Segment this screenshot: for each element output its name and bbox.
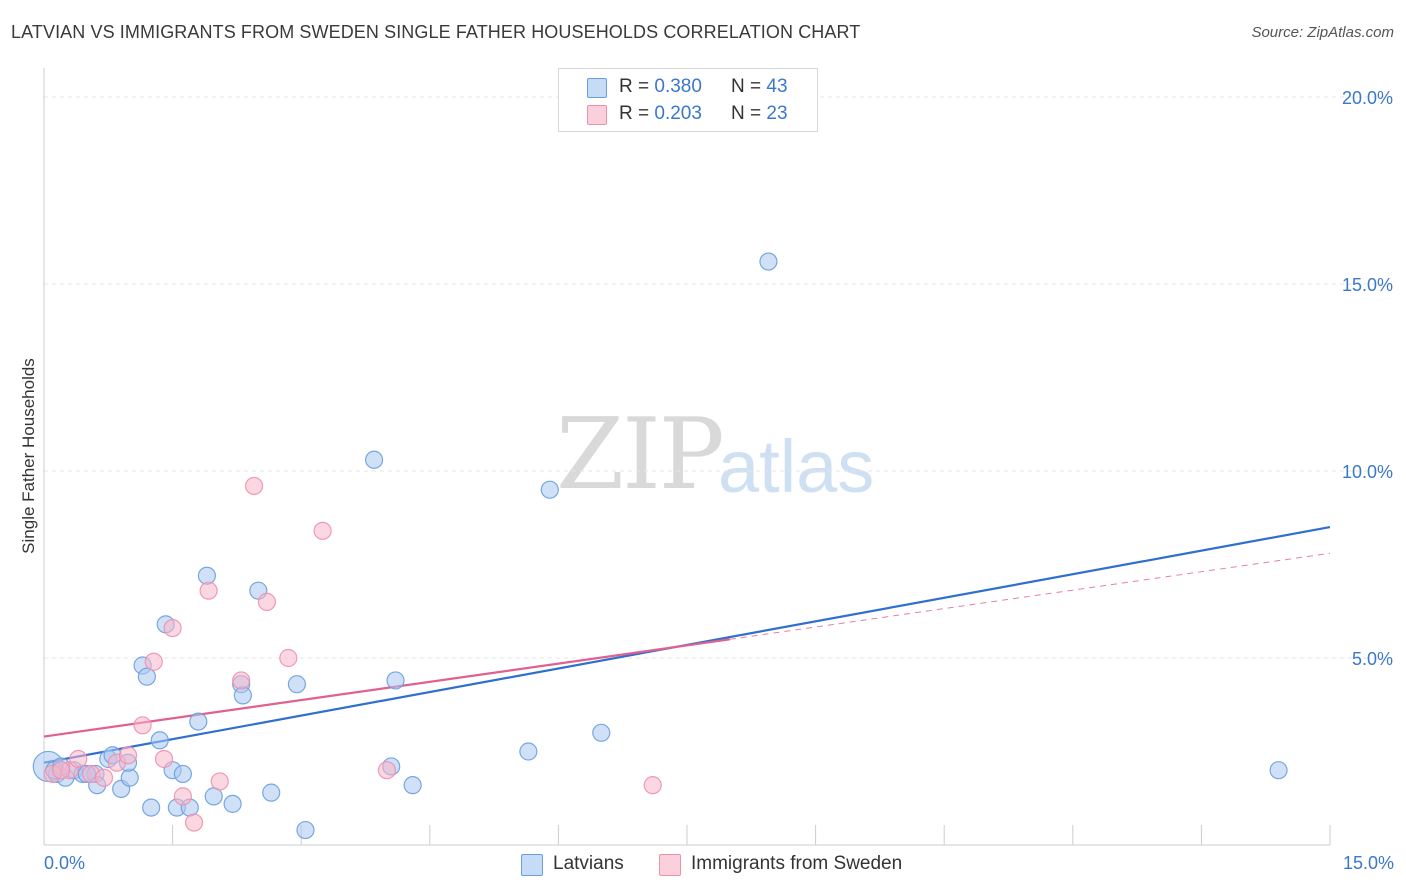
data-point-sweden <box>173 787 192 806</box>
data-point-sweden <box>377 761 397 780</box>
legend-swatch-sweden <box>659 854 681 876</box>
legend-swatch-sweden <box>587 105 607 125</box>
data-point-latvians <box>120 768 139 787</box>
y-tick-label: 10.0% <box>1342 462 1393 482</box>
data-point-latvians <box>142 798 161 817</box>
data-point-latvians <box>262 783 281 802</box>
data-point-sweden <box>144 652 163 671</box>
data-point-latvians <box>386 671 405 690</box>
data-point-latvians <box>173 764 192 784</box>
data-point-latvians <box>233 686 253 705</box>
data-point-sweden <box>244 476 264 496</box>
legend-n-label: N = <box>731 103 767 124</box>
x-tick-label: 15.0% <box>1343 853 1394 873</box>
legend-row-sweden: R = 0.203 N = 23 <box>559 101 817 127</box>
y-tick-label: 5.0% <box>1352 649 1393 669</box>
correlation-legend: R = 0.380 N = 43 R = 0.203 N = 23 <box>558 68 818 132</box>
data-point-latvians <box>519 742 538 761</box>
series-legend: Latvians Immigrants from Sweden <box>0 852 1406 878</box>
data-point-sweden <box>232 671 251 690</box>
legend-r-label: R = <box>619 103 655 124</box>
watermark-atlas: atlas <box>718 425 875 508</box>
data-point-latvians <box>364 450 384 469</box>
data-point-sweden <box>154 749 174 769</box>
legend-n-label: N = <box>731 76 767 97</box>
y-tick-label: 20.0% <box>1342 88 1393 108</box>
axes <box>43 68 1331 846</box>
legend-r-value: 0.380 <box>654 76 702 97</box>
data-point-sweden <box>199 581 218 600</box>
data-point-sweden <box>257 592 277 612</box>
legend-r-value: 0.203 <box>654 103 702 124</box>
legend-swatch-latvians <box>521 854 543 876</box>
chart-title: LATVIAN VS IMMIGRANTS FROM SWEDEN SINGLE… <box>11 22 861 42</box>
data-point-latvians <box>150 731 169 750</box>
legend-row-latvians: R = 0.380 N = 43 <box>559 74 817 100</box>
data-point-latvians <box>403 776 422 795</box>
trend-line-sweden <box>43 638 731 738</box>
data-point-latvians <box>137 667 156 686</box>
data-point-sweden <box>94 768 114 787</box>
data-point-latvians <box>759 252 778 271</box>
legend-label-latvians: Latvians <box>553 853 624 874</box>
legend-n-value: 43 <box>766 76 788 97</box>
data-point-sweden <box>163 618 182 638</box>
data-point-latvians <box>189 712 208 731</box>
data-point-latvians <box>197 566 216 585</box>
legend-r-label: R = <box>619 76 655 97</box>
data-point-latvians <box>287 675 307 694</box>
trend-lines <box>43 526 1331 764</box>
data-point-latvians <box>223 794 242 813</box>
trend-extension-sweden <box>729 552 1331 640</box>
data-point-sweden <box>184 813 204 832</box>
source-label: Source: ZipAtlas.com <box>1251 24 1394 41</box>
legend-label-sweden: Immigrants from Sweden <box>691 853 903 874</box>
watermark-zip: ZIP <box>556 398 725 512</box>
data-point-latvians <box>592 723 611 742</box>
tick-labels: 5.0% 10.0% 15.0% 20.0% 0.0% 15.0% <box>44 88 1394 873</box>
data-point-sweden <box>118 746 138 765</box>
data-point-sweden <box>69 749 88 769</box>
data-point-sweden <box>313 521 332 540</box>
legend-n-value: 23 <box>766 103 788 124</box>
data-point-latvians <box>540 480 559 499</box>
x-tick-label: 0.0% <box>44 853 85 873</box>
legend-swatch-latvians <box>587 78 607 98</box>
data-points <box>32 252 1288 840</box>
data-point-latvians <box>1269 761 1288 780</box>
data-point-sweden <box>133 716 152 735</box>
data-point-sweden <box>52 761 71 780</box>
data-point-sweden <box>643 776 662 795</box>
data-point-sweden <box>210 772 229 791</box>
y-tick-label: 15.0% <box>1342 275 1393 295</box>
data-point-sweden <box>279 648 298 668</box>
grid-lines <box>44 96 1394 659</box>
data-point-latvians <box>296 820 315 840</box>
